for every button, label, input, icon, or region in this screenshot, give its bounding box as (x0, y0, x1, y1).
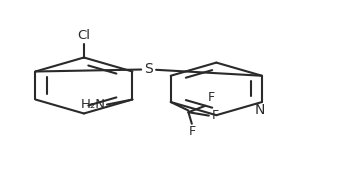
Text: F: F (188, 125, 195, 138)
Text: H₂N: H₂N (80, 98, 105, 111)
Text: F: F (208, 91, 215, 104)
Text: F: F (211, 109, 219, 122)
Text: Cl: Cl (77, 29, 90, 42)
Text: N: N (255, 103, 265, 117)
Text: S: S (144, 62, 153, 76)
